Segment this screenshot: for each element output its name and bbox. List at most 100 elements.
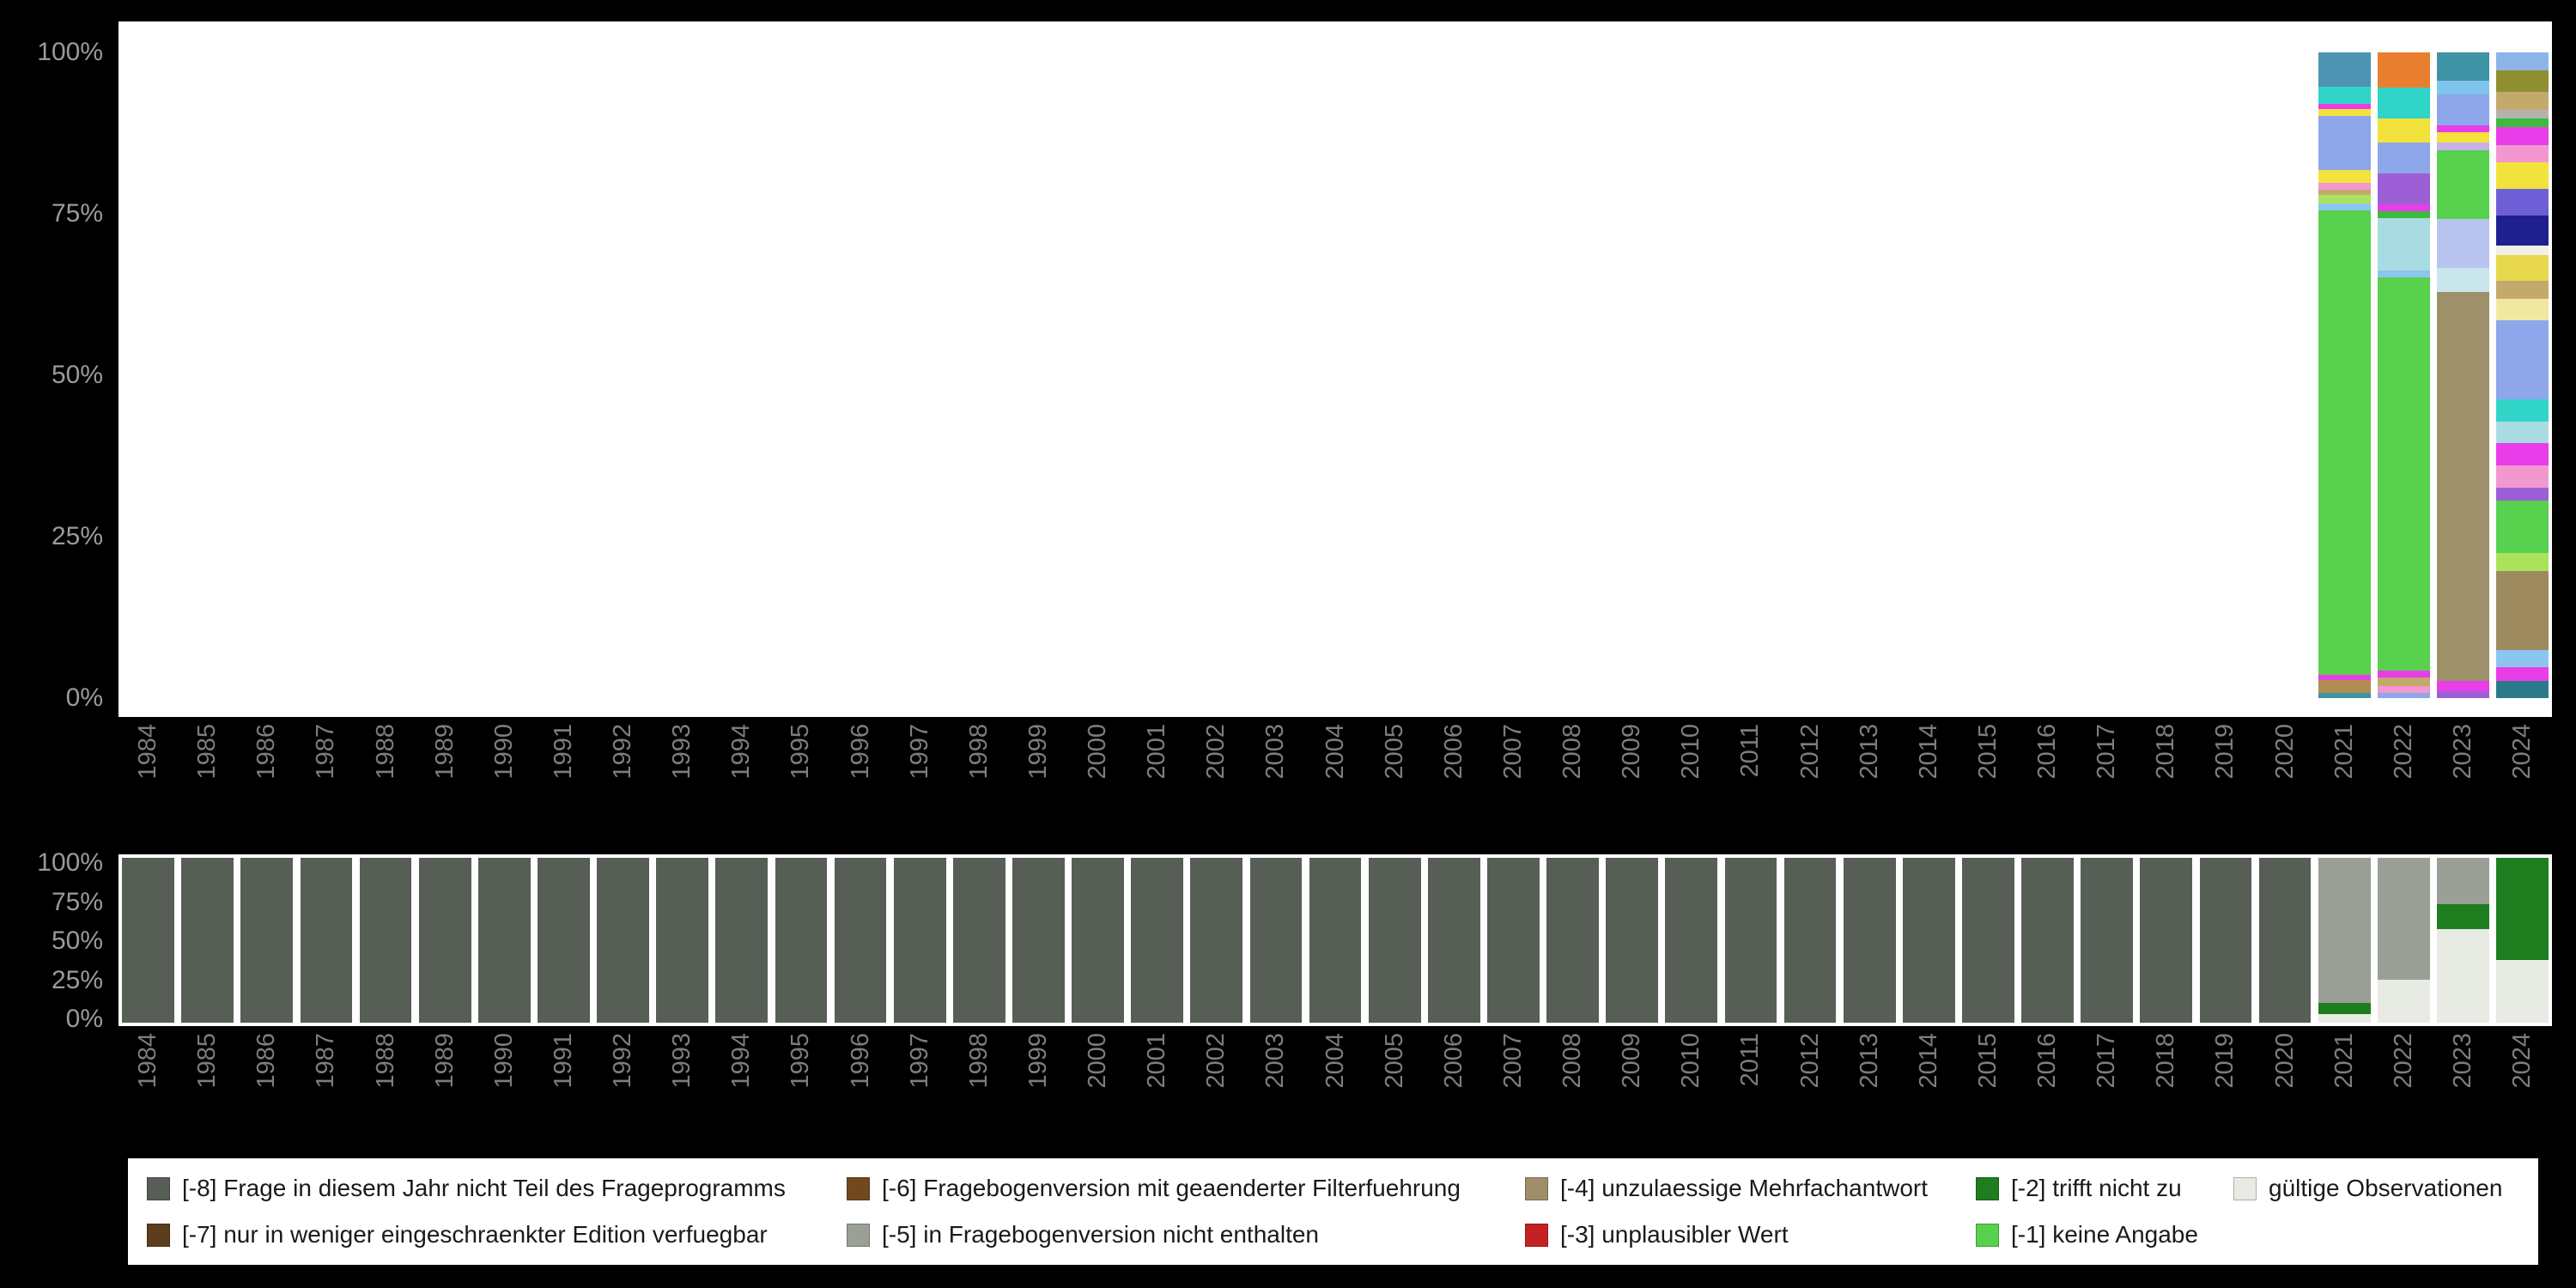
bar-segment[interactable] bbox=[2496, 649, 2549, 668]
bar-segment[interactable] bbox=[2318, 182, 2371, 190]
bar-segment[interactable] bbox=[2496, 215, 2549, 246]
stacked-bar-2013[interactable] bbox=[1843, 858, 1896, 1023]
bar-segment[interactable] bbox=[2496, 960, 2549, 1023]
bar-segment[interactable] bbox=[300, 858, 353, 1023]
bar-segment[interactable] bbox=[1487, 858, 1540, 1023]
bar-segment[interactable] bbox=[477, 858, 531, 1023]
bar-segment[interactable] bbox=[2496, 320, 2549, 400]
bar-segment[interactable] bbox=[538, 858, 590, 1023]
bar-segment[interactable] bbox=[1072, 858, 1124, 1023]
bar-segment[interactable] bbox=[1368, 858, 1421, 1023]
bar-segment[interactable] bbox=[1783, 858, 1837, 1023]
bar-segment[interactable] bbox=[2377, 692, 2430, 699]
bar-segment[interactable] bbox=[2437, 928, 2489, 1023]
stacked-bar-1990[interactable] bbox=[477, 858, 531, 1023]
bar-segment[interactable] bbox=[2377, 980, 2430, 1023]
bar-segment[interactable] bbox=[2377, 204, 2430, 212]
bar-segment[interactable] bbox=[2199, 858, 2252, 1023]
stacked-bar-2006[interactable] bbox=[1427, 858, 1480, 1023]
bar-segment[interactable] bbox=[2496, 443, 2549, 465]
stacked-bar-1984[interactable] bbox=[122, 858, 174, 1023]
bar-segment[interactable] bbox=[2437, 125, 2489, 133]
stacked-bar-2017[interactable] bbox=[2081, 858, 2134, 1023]
bar-segment[interactable] bbox=[1131, 858, 1184, 1023]
stacked-bar-2023[interactable] bbox=[2437, 52, 2489, 699]
stacked-bar-2002[interactable] bbox=[1190, 858, 1243, 1023]
bar-segment[interactable] bbox=[1427, 858, 1480, 1023]
bar-segment[interactable] bbox=[2496, 553, 2549, 571]
bar-segment[interactable] bbox=[2377, 118, 2430, 143]
stacked-bar-2012[interactable] bbox=[1783, 858, 1837, 1023]
bar-segment[interactable] bbox=[1962, 858, 2014, 1023]
bar-segment[interactable] bbox=[2496, 52, 2549, 70]
bar-segment[interactable] bbox=[1012, 858, 1065, 1023]
bar-segment[interactable] bbox=[2496, 281, 2549, 299]
bar-segment[interactable] bbox=[2140, 858, 2193, 1023]
bar-segment[interactable] bbox=[1724, 858, 1777, 1023]
bar-segment[interactable] bbox=[2318, 674, 2371, 681]
stacked-bar-2011[interactable] bbox=[1724, 858, 1777, 1023]
bar-segment[interactable] bbox=[2437, 219, 2489, 268]
bar-segment[interactable] bbox=[2377, 858, 2430, 981]
bar-segment[interactable] bbox=[2437, 680, 2489, 691]
bar-segment[interactable] bbox=[2496, 127, 2549, 145]
bar-segment[interactable] bbox=[2496, 118, 2549, 128]
bar-segment[interactable] bbox=[2496, 162, 2549, 189]
bar-segment[interactable] bbox=[2496, 399, 2549, 422]
stacked-bar-1999[interactable] bbox=[1012, 858, 1065, 1023]
bar-segment[interactable] bbox=[2496, 570, 2549, 650]
stacked-bar-1986[interactable] bbox=[240, 858, 294, 1023]
bar-segment[interactable] bbox=[2437, 149, 2489, 220]
stacked-bar-1995[interactable] bbox=[775, 858, 828, 1023]
stacked-bar-2019[interactable] bbox=[2199, 858, 2252, 1023]
stacked-bar-1997[interactable] bbox=[893, 858, 946, 1023]
bar-segment[interactable] bbox=[2437, 80, 2489, 94]
bar-segment[interactable] bbox=[2496, 500, 2549, 554]
stacked-bar-2020[interactable] bbox=[2258, 858, 2312, 1023]
bar-segment[interactable] bbox=[952, 858, 1005, 1023]
bar-segment[interactable] bbox=[2318, 692, 2371, 699]
bar-segment[interactable] bbox=[2496, 70, 2549, 93]
bar-segment[interactable] bbox=[1902, 858, 1955, 1023]
bar-segment[interactable] bbox=[2318, 115, 2371, 171]
bar-segment[interactable] bbox=[2496, 254, 2549, 282]
stacked-bar-1993[interactable] bbox=[656, 858, 709, 1023]
stacked-bar-2023[interactable] bbox=[2437, 858, 2489, 1023]
bar-segment[interactable] bbox=[2081, 858, 2134, 1023]
bar-segment[interactable] bbox=[418, 858, 471, 1023]
bar-segment[interactable] bbox=[2437, 94, 2489, 126]
bar-segment[interactable] bbox=[1249, 858, 1303, 1023]
stacked-bar-1996[interactable] bbox=[834, 858, 887, 1023]
bar-segment[interactable] bbox=[2437, 143, 2489, 150]
bar-segment[interactable] bbox=[2377, 218, 2430, 270]
bar-segment[interactable] bbox=[2318, 680, 2371, 693]
bar-segment[interactable] bbox=[2496, 109, 2549, 119]
bar-segment[interactable] bbox=[2437, 292, 2489, 681]
stacked-bar-1992[interactable] bbox=[597, 858, 649, 1023]
bar-segment[interactable] bbox=[2377, 142, 2430, 174]
bar-segment[interactable] bbox=[2377, 52, 2430, 88]
stacked-bar-2021[interactable] bbox=[2318, 52, 2371, 699]
stacked-bar-2021[interactable] bbox=[2318, 858, 2371, 1023]
bar-segment[interactable] bbox=[2318, 1002, 2371, 1015]
bar-segment[interactable] bbox=[2437, 858, 2489, 904]
bar-segment[interactable] bbox=[597, 858, 649, 1023]
bar-segment[interactable] bbox=[2496, 188, 2549, 216]
stacked-bar-2016[interactable] bbox=[2021, 858, 2074, 1023]
bar-segment[interactable] bbox=[1546, 858, 1599, 1023]
bar-segment[interactable] bbox=[2318, 87, 2371, 105]
bar-segment[interactable] bbox=[1843, 858, 1896, 1023]
stacked-bar-2008[interactable] bbox=[1546, 858, 1599, 1023]
bar-segment[interactable] bbox=[1190, 858, 1243, 1023]
bar-segment[interactable] bbox=[2318, 108, 2371, 116]
stacked-bar-2003[interactable] bbox=[1249, 858, 1303, 1023]
stacked-bar-2004[interactable] bbox=[1309, 858, 1362, 1023]
bar-segment[interactable] bbox=[893, 858, 946, 1023]
bar-segment[interactable] bbox=[2318, 104, 2371, 109]
bar-segment[interactable] bbox=[2496, 92, 2549, 110]
bar-segment[interactable] bbox=[1665, 858, 1718, 1023]
stacked-bar-1985[interactable] bbox=[181, 858, 234, 1023]
stacked-bar-2014[interactable] bbox=[1902, 858, 1955, 1023]
bar-segment[interactable] bbox=[2437, 903, 2489, 929]
bar-segment[interactable] bbox=[2318, 1014, 2371, 1023]
